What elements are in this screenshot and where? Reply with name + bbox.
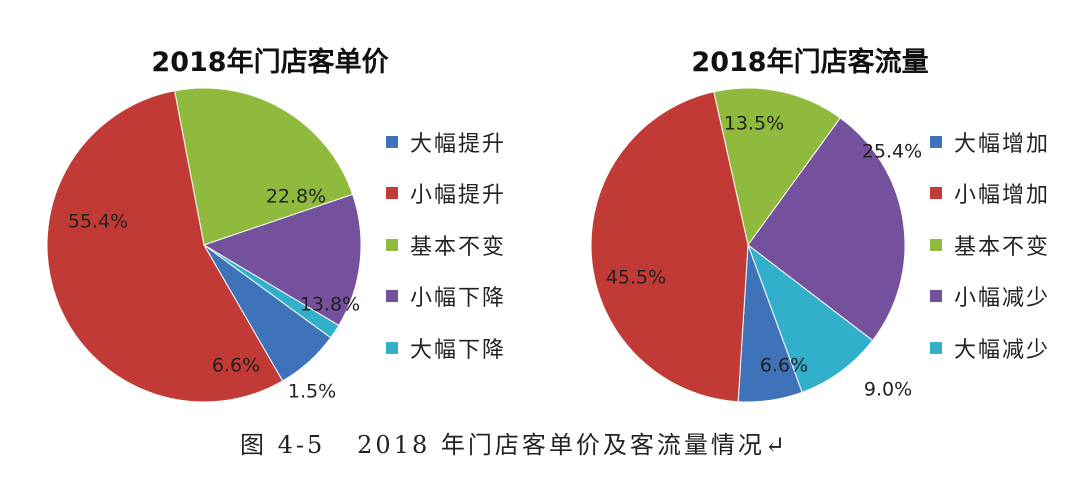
- slice-data-label: 9.0%: [864, 379, 912, 401]
- legend-item: 小幅提升: [386, 168, 506, 220]
- legend-swatch: [386, 290, 398, 303]
- legend-label: 大幅增加: [954, 131, 1051, 157]
- legend-swatch: [930, 341, 942, 354]
- slice-data-label: 13.5%: [724, 113, 784, 135]
- legend-swatch: [930, 135, 942, 148]
- pie-slice: [590, 91, 749, 403]
- figure-caption: 图 4-5 2018 年门店客单价及客流量情况↵: [240, 431, 788, 459]
- legend-label: 小幅下降: [410, 286, 507, 312]
- legend-label: 基本不变: [410, 234, 507, 260]
- chart-title-unit-price: 2018年门店客单价: [151, 47, 389, 78]
- slice-data-label: 45.5%: [606, 267, 666, 289]
- slice-data-label: 1.5%: [288, 381, 336, 403]
- pie-slice: [713, 87, 841, 247]
- legend-swatch: [930, 290, 942, 303]
- legend-item: 小幅下降: [386, 271, 506, 323]
- chart-title-traffic: 2018年门店客流量: [691, 47, 929, 78]
- legend-swatch: [386, 238, 398, 251]
- legend-item: 大幅下降: [386, 322, 506, 374]
- legend-item: 小幅减少: [930, 271, 1050, 323]
- legend-swatch: [930, 187, 942, 200]
- legend-swatch: [386, 135, 398, 148]
- slice-data-label: 25.4%: [862, 141, 922, 163]
- pie-slice: [173, 87, 354, 246]
- legend-label: 大幅提升: [410, 131, 507, 157]
- legend-item: 大幅减少: [930, 322, 1050, 374]
- legend-label: 大幅减少: [954, 337, 1051, 363]
- legend-swatch: [386, 187, 398, 200]
- legend-traffic: 大幅增加小幅增加基本不变小幅减少大幅减少: [930, 116, 1050, 374]
- slice-data-label: 13.8%: [300, 294, 360, 316]
- legend-item: 大幅提升: [386, 116, 506, 168]
- legend-label: 基本不变: [954, 234, 1051, 260]
- legend-label: 小幅增加: [954, 183, 1051, 209]
- legend-label: 小幅减少: [954, 286, 1051, 312]
- pie-slice: [747, 117, 906, 342]
- pie-slice: [202, 193, 362, 327]
- legend-label: 小幅提升: [410, 183, 507, 209]
- legend-unit-price: 大幅提升小幅提升基本不变小幅下降大幅下降: [386, 116, 506, 374]
- slice-data-label: 22.8%: [266, 186, 326, 208]
- slice-data-label: 6.6%: [212, 355, 260, 377]
- slice-data-label: 6.6%: [760, 355, 808, 377]
- legend-item: 基本不变: [930, 219, 1050, 271]
- pie-slice: [46, 90, 284, 403]
- legend-label: 大幅下降: [410, 337, 507, 363]
- pie-slice: [746, 243, 874, 394]
- legend-item: 大幅增加: [930, 116, 1050, 168]
- legend-swatch: [386, 341, 398, 354]
- legend-item: 小幅增加: [930, 168, 1050, 220]
- legend-item: 基本不变: [386, 219, 506, 271]
- slice-data-label: 55.4%: [68, 211, 128, 233]
- legend-swatch: [930, 238, 942, 251]
